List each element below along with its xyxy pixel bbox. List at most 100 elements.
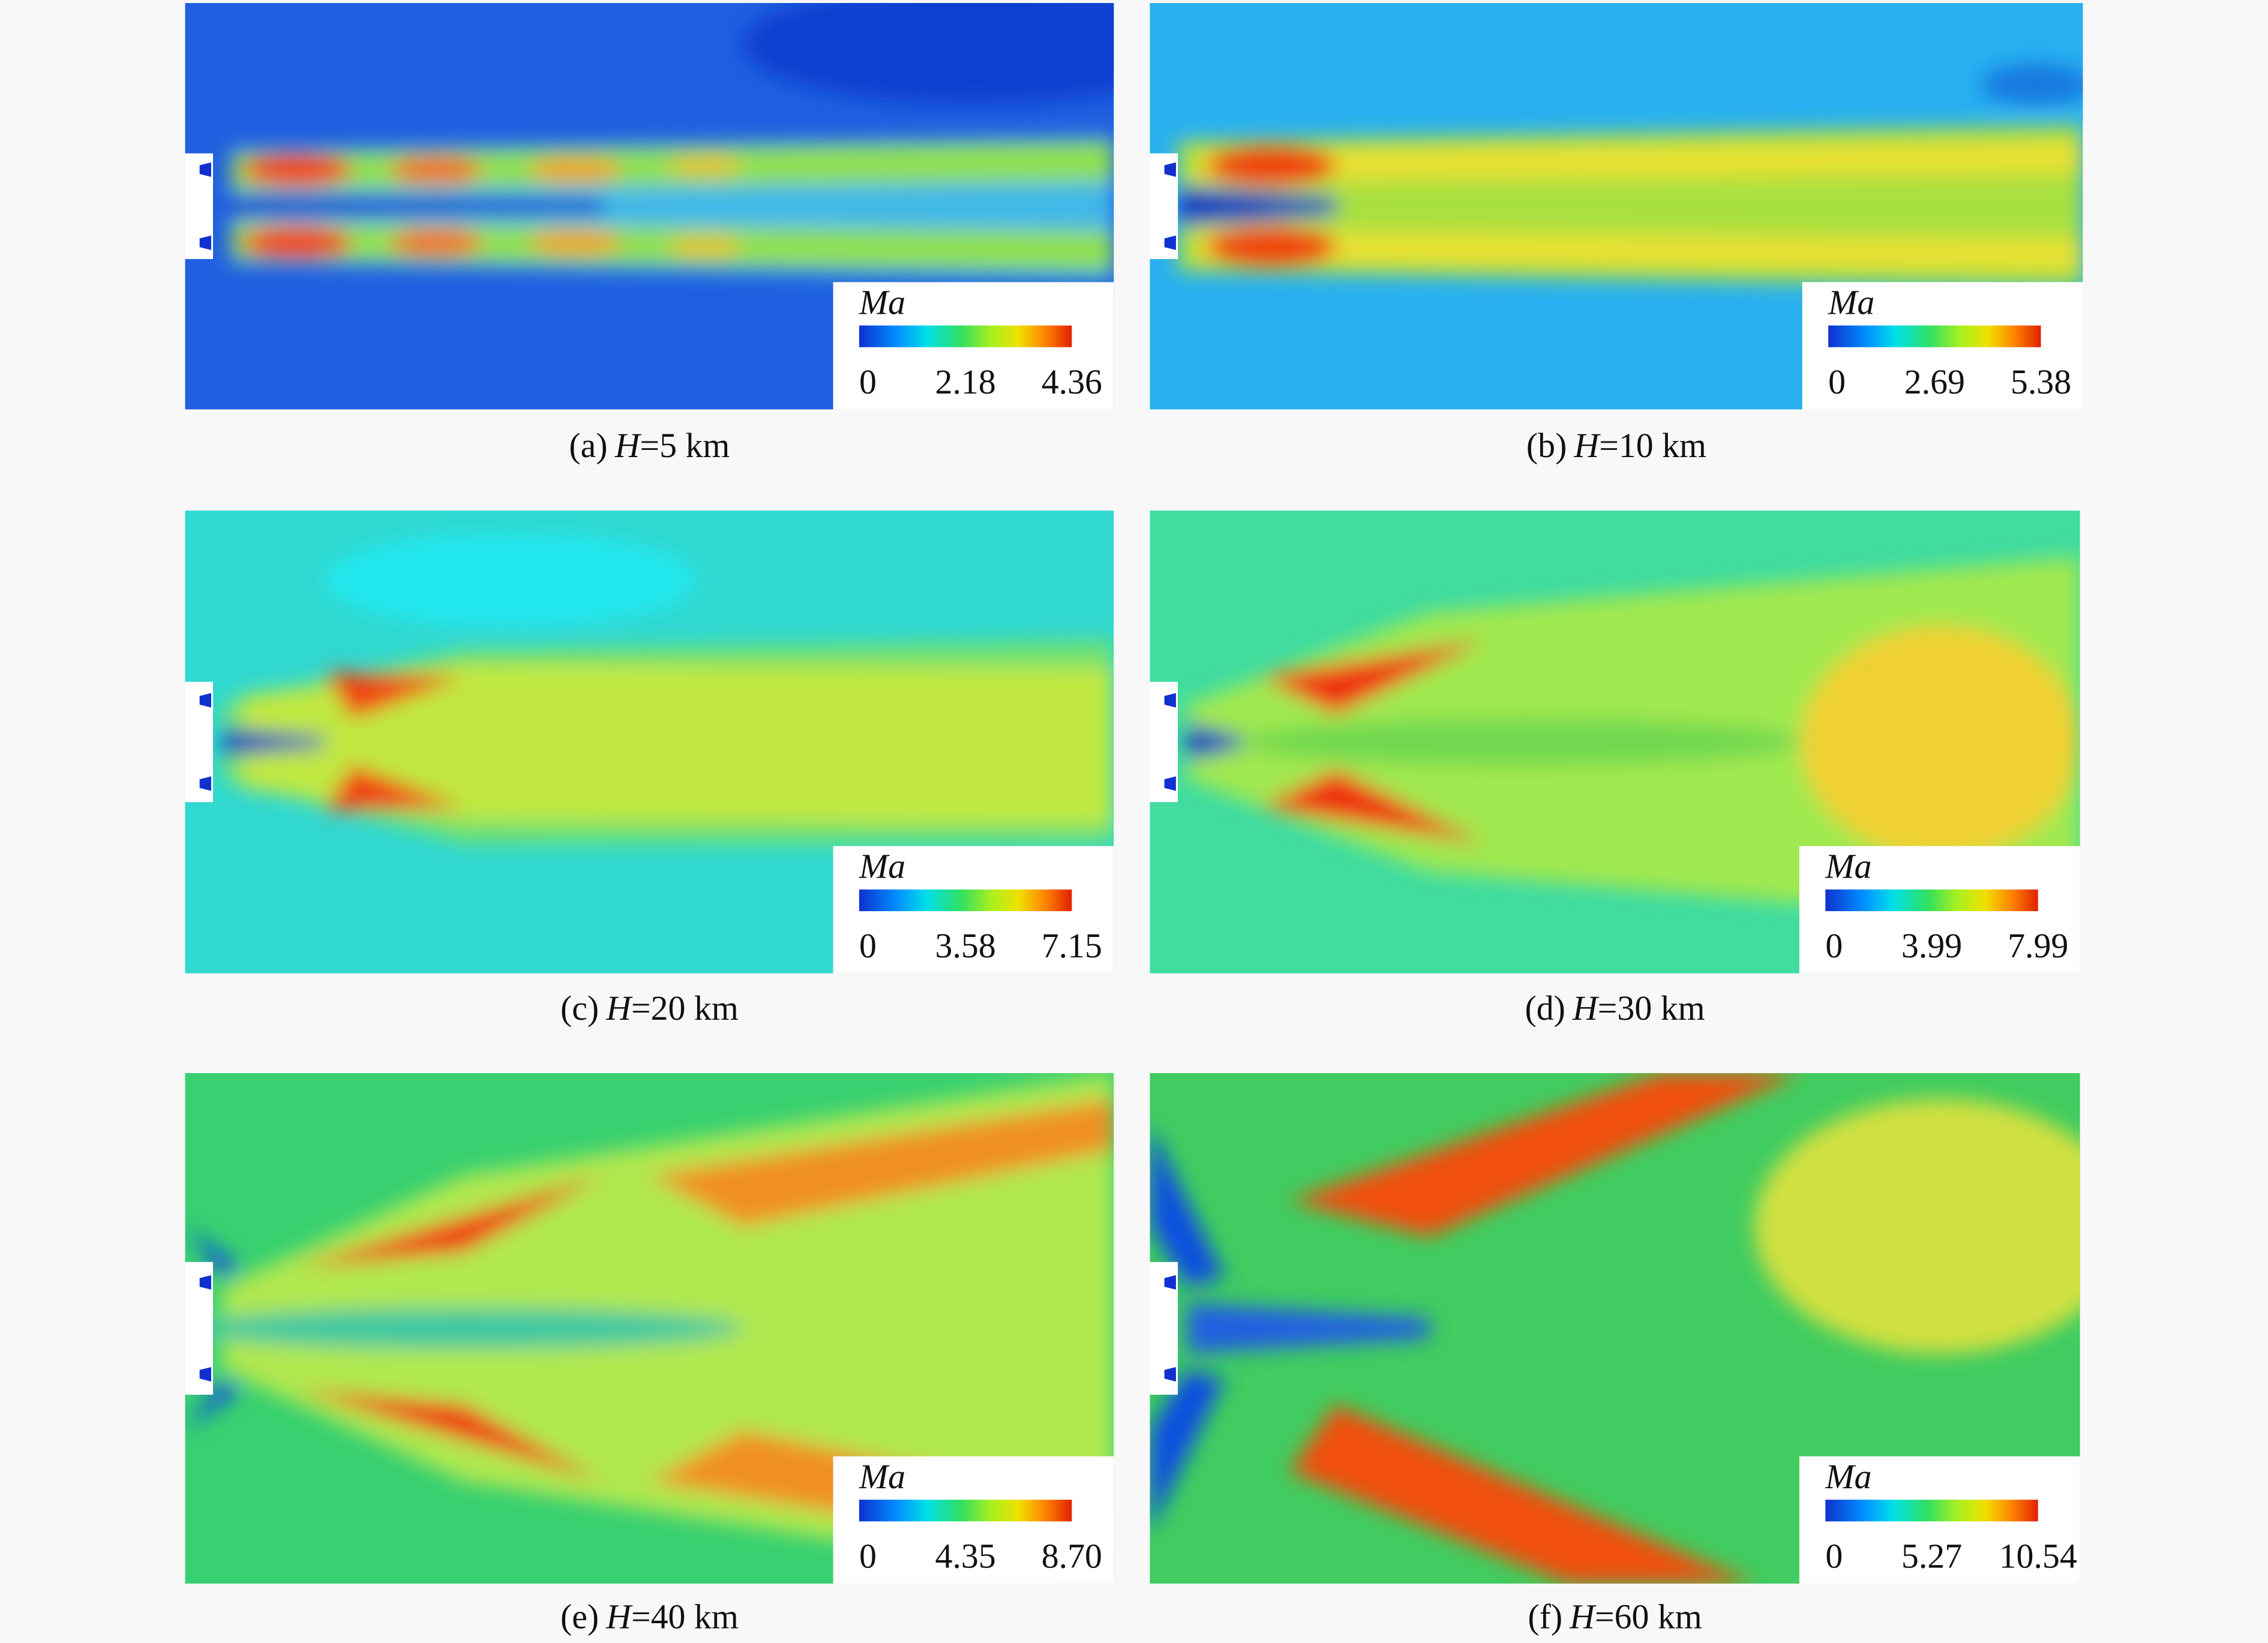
contour-region	[1801, 626, 2080, 858]
contour-region	[1196, 141, 2083, 182]
colorbar-tick-label: 10.54	[1999, 1536, 2077, 1575]
caption-label: (f)	[1528, 1597, 1562, 1636]
contour-region	[529, 230, 622, 256]
nozzle	[1164, 1366, 1176, 1382]
caption-variable: H	[605, 989, 633, 1028]
caption-value: =20 km	[631, 989, 739, 1028]
nozzle	[1164, 162, 1176, 177]
contour-region	[668, 155, 743, 176]
contour-region	[1980, 64, 2083, 105]
caption-value: =5 km	[640, 426, 730, 465]
panel: Ma 0 3.99 7.99 (d) H=30 km	[1150, 510, 2080, 1028]
contour-region	[668, 236, 743, 257]
caption: (a) H=5 km	[569, 426, 730, 465]
colorbar-tick-label: 0	[1825, 926, 1843, 965]
nozzle	[199, 776, 211, 791]
colorbar-tick-label: 0	[859, 926, 877, 965]
contour-region	[185, 1308, 743, 1349]
nozzle	[1164, 1275, 1176, 1290]
contour-blur	[1187, 557, 2080, 927]
caption-variable: H	[1572, 989, 1600, 1028]
contour-region	[1187, 1302, 1429, 1354]
colorbar-tick-label: 0	[859, 362, 877, 401]
contour-region	[529, 157, 622, 182]
colorbar-label: Ma	[1828, 283, 1874, 322]
contour-region	[185, 1226, 241, 1278]
nozzle	[199, 1366, 211, 1382]
caption: (b) H=10 km	[1526, 426, 1706, 465]
caption-value: =30 km	[1598, 989, 1705, 1028]
contour-region	[389, 155, 482, 184]
colorbar	[859, 325, 1072, 347]
contour-field	[222, 533, 1114, 844]
panel: Ma 0 4.35 8.70 (e) H=40 km	[185, 1073, 1114, 1636]
contour-region	[1150, 1124, 1225, 1288]
contour-blur	[1178, 64, 2083, 288]
colorbar-tick-label: 8.70	[1042, 1536, 1102, 1575]
caption: (f) H=60 km	[1528, 1597, 1702, 1636]
colorbar	[1828, 325, 2041, 347]
contour-region	[241, 153, 353, 186]
contour-blur	[231, 3, 1114, 280]
caption-label: (b)	[1526, 426, 1567, 465]
colorbar-label: Ma	[1825, 1457, 1871, 1496]
caption-label: (c)	[560, 989, 599, 1028]
contour-region	[222, 728, 325, 756]
contour-region	[231, 194, 604, 219]
contour-region	[241, 663, 1114, 825]
nozzle	[199, 1275, 211, 1290]
nozzle	[1164, 235, 1176, 250]
contour-region	[324, 672, 464, 719]
contour-field	[1150, 1073, 2080, 1584]
contour-region	[1289, 1073, 1801, 1237]
contour-region	[1243, 719, 1801, 765]
caption-label: (d)	[1525, 989, 1565, 1028]
caption-variable: H	[605, 1597, 633, 1636]
colorbar-tick-label: 2.18	[935, 362, 996, 401]
caption-value: =60 km	[1595, 1597, 1702, 1636]
colorbar-tick-label: 4.36	[1042, 362, 1102, 401]
contour-blur	[1150, 1073, 2080, 1584]
colorbar-tick-label: 7.99	[2008, 926, 2068, 965]
contour-region	[1205, 145, 1337, 186]
colorbar-tick-label: 5.27	[1901, 1536, 1962, 1575]
contour-blur	[222, 533, 1114, 844]
contour-region	[1754, 1098, 2080, 1354]
colorbar	[1825, 1500, 2038, 1522]
caption-label: (e)	[560, 1597, 599, 1636]
colorbar	[1825, 889, 2038, 911]
colorbar-tick-label: 5.38	[2011, 362, 2071, 401]
caption-variable: H	[1569, 1597, 1597, 1636]
contour-region	[324, 533, 696, 627]
contour-region	[1205, 226, 1337, 268]
colorbar	[859, 889, 1072, 911]
colorbar-tick-label: 0	[859, 1536, 877, 1575]
nozzle	[199, 162, 211, 177]
contour-region	[742, 3, 1114, 105]
caption-variable: H	[1573, 426, 1601, 465]
contour-field	[231, 3, 1114, 280]
colorbar-tick-label: 7.15	[1042, 926, 1102, 965]
colorbar-tick-label: 0	[1825, 1536, 1843, 1575]
colorbar-label: Ma	[859, 1457, 905, 1496]
contour-region	[1196, 230, 2083, 272]
contour-region	[185, 1379, 241, 1431]
panel: Ma 0 2.18 4.36 (a) H=5 km	[185, 3, 1114, 465]
contour-field	[1187, 557, 2080, 927]
caption-variable: H	[614, 426, 642, 465]
nozzle	[1164, 693, 1176, 708]
contour-region	[1261, 640, 1485, 714]
colorbar-label: Ma	[1825, 847, 1871, 886]
caption: (c) H=20 km	[560, 989, 739, 1028]
caption-value: =40 km	[631, 1597, 739, 1636]
caption: (d) H=30 km	[1525, 989, 1705, 1028]
colorbar-tick-label: 4.35	[935, 1536, 996, 1575]
panel: Ma 0 3.58 7.15 (c) H=20 km	[185, 510, 1114, 1028]
colorbar-tick-label: 2.69	[1904, 362, 1965, 401]
contour-region	[296, 1389, 604, 1482]
nozzle	[1164, 776, 1176, 791]
colorbar	[859, 1500, 1072, 1522]
panel: Ma 0 5.27 10.54 (f) H=60 km	[1150, 1073, 2080, 1636]
contour-region	[324, 765, 464, 812]
caption: (e) H=40 km	[560, 1597, 739, 1636]
